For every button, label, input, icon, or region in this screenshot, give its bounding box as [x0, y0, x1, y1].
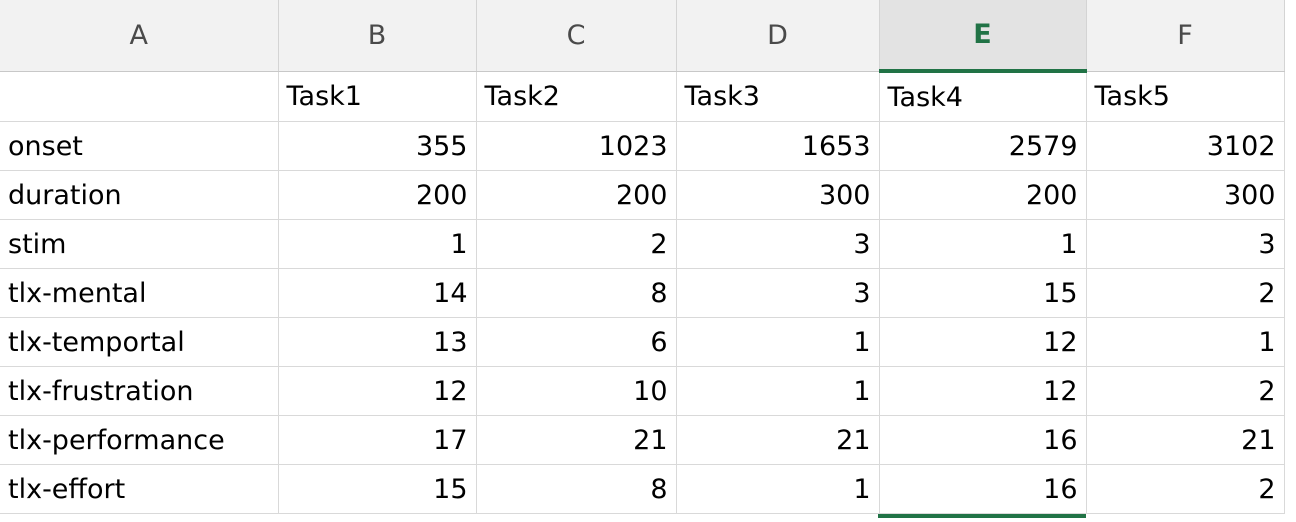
row-label-cell[interactable]: tlx-temportal	[0, 317, 279, 367]
data-cell[interactable]: 15	[879, 268, 1087, 318]
column-header-e[interactable]: E	[879, 0, 1087, 73]
data-cell[interactable]: 6	[476, 317, 677, 367]
data-cell[interactable]: 16	[879, 464, 1087, 514]
data-cell[interactable]: 21	[1086, 415, 1285, 465]
table-row: Task1 Task2 Task3 Task4 Task5	[0, 71, 1285, 122]
table-row: stim 1 2 3 1 3	[0, 219, 1285, 269]
row-label-cell[interactable]: tlx-mental	[0, 268, 279, 318]
data-cell[interactable]: 12	[278, 366, 477, 416]
data-cell[interactable]: 2579	[879, 121, 1087, 171]
column-header-d[interactable]: D	[676, 0, 880, 72]
data-cell[interactable]: 16	[879, 415, 1087, 465]
data-cell[interactable]: 3	[676, 268, 880, 318]
data-cell[interactable]: 3	[676, 219, 880, 269]
data-cell[interactable]: 2	[1086, 268, 1285, 318]
row-label-cell[interactable]: duration	[0, 170, 279, 220]
data-cell[interactable]: 300	[1086, 170, 1285, 220]
data-cell[interactable]: 8	[476, 464, 677, 514]
row-label-cell[interactable]: tlx-effort	[0, 464, 279, 514]
data-cell[interactable]: 15	[278, 464, 477, 514]
data-cell[interactable]: 1	[1086, 317, 1285, 367]
data-cell[interactable]: 200	[278, 170, 477, 220]
data-cell[interactable]: 13	[278, 317, 477, 367]
data-cell[interactable]: 21	[476, 415, 677, 465]
data-cell[interactable]: 200	[476, 170, 677, 220]
data-cell[interactable]: 17	[278, 415, 477, 465]
row-label-cell[interactable]: tlx-performance	[0, 415, 279, 465]
table-row: tlx-temportal 13 6 1 12 1	[0, 317, 1285, 367]
cell-e1[interactable]: Task4	[879, 71, 1087, 122]
column-header-c[interactable]: C	[476, 0, 677, 72]
column-header-a[interactable]: A	[0, 0, 279, 72]
table-row: duration 200 200 300 200 300	[0, 170, 1285, 220]
table-row: tlx-performance 17 21 21 16 21	[0, 415, 1285, 465]
row-label-cell[interactable]: onset	[0, 121, 279, 171]
data-cell[interactable]: 14	[278, 268, 477, 318]
spreadsheet-grid: A B C D E F Task1 Task2 Task3 Task4 Task…	[0, 0, 1285, 514]
data-cell[interactable]: 3102	[1086, 121, 1285, 171]
column-header-row: A B C D E F	[0, 0, 1285, 73]
cell-f1[interactable]: Task5	[1086, 71, 1285, 122]
data-cell[interactable]: 3	[1086, 219, 1285, 269]
data-cell[interactable]: 1	[676, 464, 880, 514]
table-row: onset 355 1023 1653 2579 3102	[0, 121, 1285, 171]
data-cell[interactable]: 1	[676, 366, 880, 416]
data-cell[interactable]: 1	[879, 219, 1087, 269]
column-header-f[interactable]: F	[1086, 0, 1285, 72]
data-cell[interactable]: 1023	[476, 121, 677, 171]
column-header-b[interactable]: B	[278, 0, 477, 72]
data-cell[interactable]: 12	[879, 317, 1087, 367]
data-cell[interactable]: 21	[676, 415, 880, 465]
table-row: tlx-frustration 12 10 1 12 2	[0, 366, 1285, 416]
data-cell[interactable]: 2	[1086, 464, 1285, 514]
data-cell[interactable]: 8	[476, 268, 677, 318]
data-cell[interactable]: 12	[879, 366, 1087, 416]
data-cell[interactable]: 1	[278, 219, 477, 269]
data-cell[interactable]: 10	[476, 366, 677, 416]
data-cell[interactable]: 1653	[676, 121, 880, 171]
data-cell[interactable]: 200	[879, 170, 1087, 220]
cell-a1[interactable]	[0, 71, 279, 122]
data-cell[interactable]: 1	[676, 317, 880, 367]
data-cell[interactable]: 2	[1086, 366, 1285, 416]
row-label-cell[interactable]: tlx-frustration	[0, 366, 279, 416]
cell-d1[interactable]: Task3	[676, 71, 880, 122]
active-cell-selection-border	[878, 514, 1086, 518]
data-cell[interactable]: 355	[278, 121, 477, 171]
cell-c1[interactable]: Task2	[476, 71, 677, 122]
table-row: tlx-mental 14 8 3 15 2	[0, 268, 1285, 318]
data-cell[interactable]: 2	[476, 219, 677, 269]
row-label-cell[interactable]: stim	[0, 219, 279, 269]
data-cell[interactable]: 300	[676, 170, 880, 220]
table-row: tlx-effort 15 8 1 16 2	[0, 464, 1285, 514]
cell-b1[interactable]: Task1	[278, 71, 477, 122]
